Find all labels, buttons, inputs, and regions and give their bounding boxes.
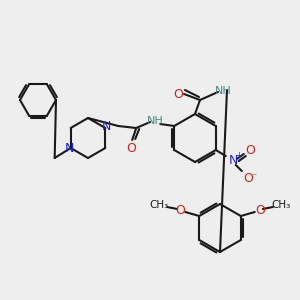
Text: CH₃: CH₃: [150, 200, 169, 210]
Text: NH: NH: [147, 116, 164, 126]
Text: +: +: [235, 152, 242, 160]
Text: NH: NH: [214, 86, 231, 96]
Text: O: O: [243, 172, 253, 184]
Text: N: N: [65, 142, 74, 155]
Text: O: O: [173, 88, 183, 100]
Text: O: O: [175, 203, 185, 217]
Text: CH₃: CH₃: [271, 200, 290, 210]
Text: ⁻: ⁻: [251, 172, 256, 182]
Text: N: N: [229, 154, 239, 167]
Text: O: O: [245, 143, 255, 157]
Text: O: O: [126, 142, 136, 154]
Text: N: N: [102, 121, 111, 134]
Text: O: O: [255, 203, 265, 217]
